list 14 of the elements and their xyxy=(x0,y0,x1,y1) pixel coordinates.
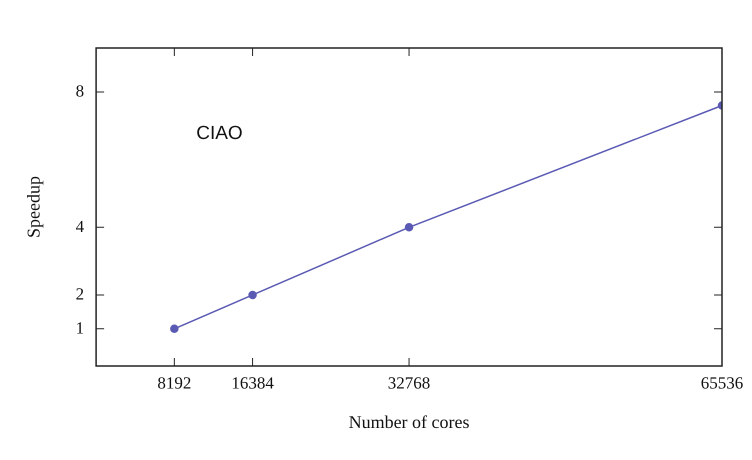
y-axis-title: Speedup xyxy=(24,176,44,238)
x-axis-title: Number of cores xyxy=(348,412,470,432)
y-tick-label: 1 xyxy=(76,318,84,338)
x-tick-label: 65536 xyxy=(700,374,744,393)
point xyxy=(404,223,414,232)
x-tick-label: 32768 xyxy=(388,374,430,393)
x-tick-label: 8192 xyxy=(157,374,192,393)
point xyxy=(248,290,257,300)
annotation: CIAO xyxy=(196,123,243,144)
y-tick-label: 8 xyxy=(76,81,84,100)
y-tick-label: 4 xyxy=(76,216,85,236)
x-tick-label: 16384 xyxy=(231,374,274,393)
y-tick-label: 2 xyxy=(76,284,84,304)
point xyxy=(170,324,179,334)
